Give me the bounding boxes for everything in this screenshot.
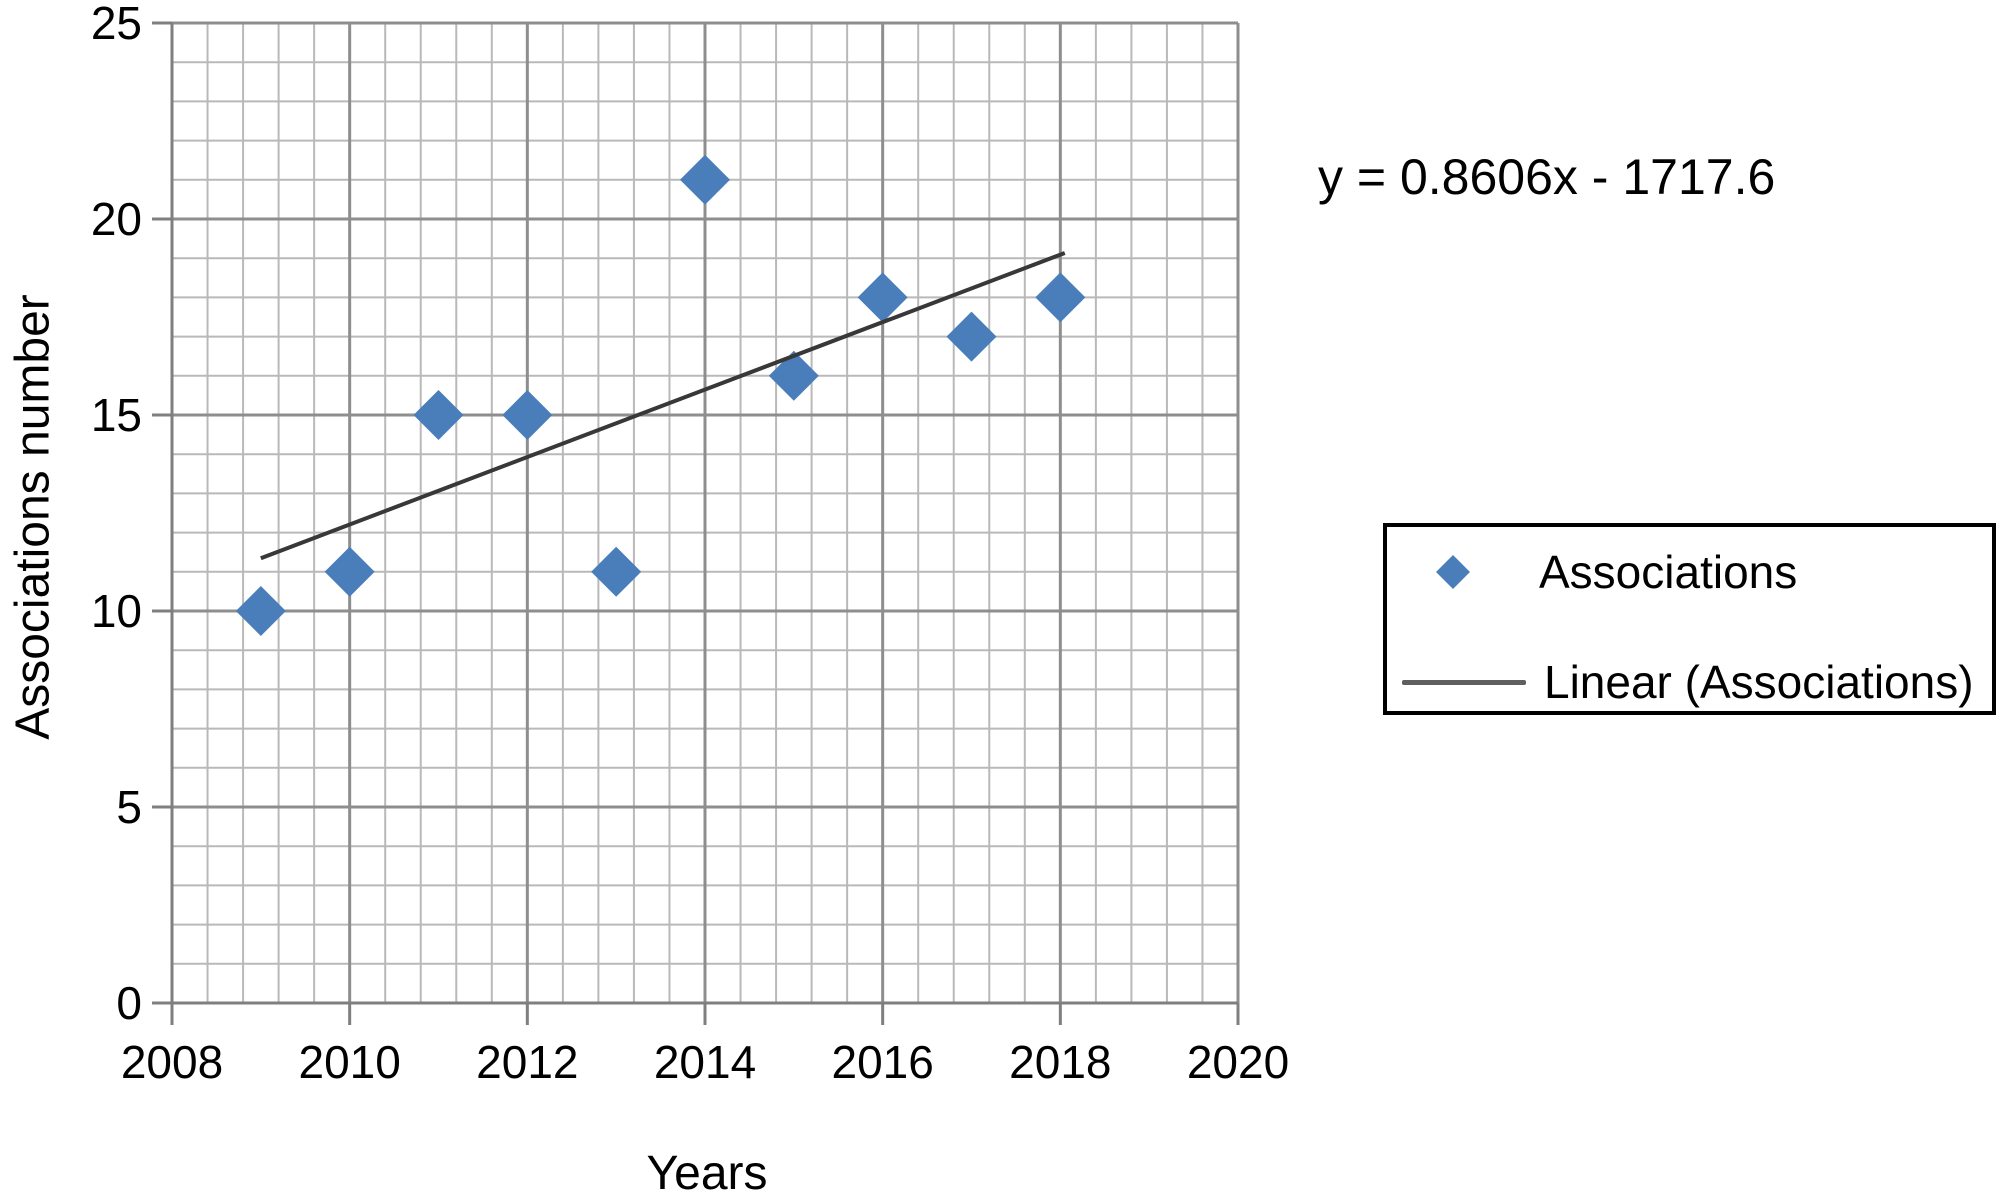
data-point-2017 (946, 311, 997, 362)
x-tick-label: 2016 (831, 1036, 933, 1088)
x-axis-title: Years (646, 1147, 768, 1200)
legend-label-linear: Linear (Associations) (1544, 656, 1974, 708)
legend-item-associations: Associations (1387, 542, 2007, 602)
trendline (260, 251, 1066, 561)
legend-trendline-sample-icon (1402, 679, 1526, 685)
data-point-2014 (680, 154, 730, 205)
data-point-2018 (1035, 272, 1086, 323)
y-tick-label: 20 (91, 193, 142, 245)
legend-diamond-marker-icon (1436, 555, 1470, 589)
data-point-2012 (502, 390, 553, 440)
data-point-2015 (768, 350, 819, 401)
x-tick-label: 2010 (298, 1036, 400, 1088)
y-tick-label: 25 (91, 0, 142, 49)
data-point-2013 (591, 546, 642, 597)
x-tick-label: 2012 (476, 1036, 578, 1088)
x-tick-label: 2014 (654, 1036, 756, 1088)
legend-item-linear: Linear (Associations) (1387, 652, 2007, 712)
x-tick-label: 2020 (1187, 1036, 1289, 1088)
y-tick-label: 5 (116, 781, 142, 833)
x-tick-label: 2018 (1009, 1036, 1111, 1088)
trendline-equation: y = 0.8606x - 1717.6 (1318, 149, 1776, 205)
scatter-plot-area: 0 5 10 15 20 25 2008 2010 2012 2014 2016 2018 2020 (91, 0, 1289, 1088)
data-point-2016 (857, 272, 908, 323)
y-tick-label: 10 (91, 585, 142, 637)
x-tick-label: 2008 (121, 1036, 223, 1088)
y-axis-title: Associations number (6, 294, 60, 740)
y-tick-label: 0 (116, 977, 142, 1029)
legend: Associations Linear (Associations) (1383, 523, 1996, 715)
legend-label-associations: Associations (1539, 546, 1798, 598)
data-point-2010 (324, 546, 375, 597)
data-point-2011 (413, 390, 464, 440)
data-point-2009 (235, 586, 286, 636)
y-tick-label: 15 (91, 389, 142, 441)
